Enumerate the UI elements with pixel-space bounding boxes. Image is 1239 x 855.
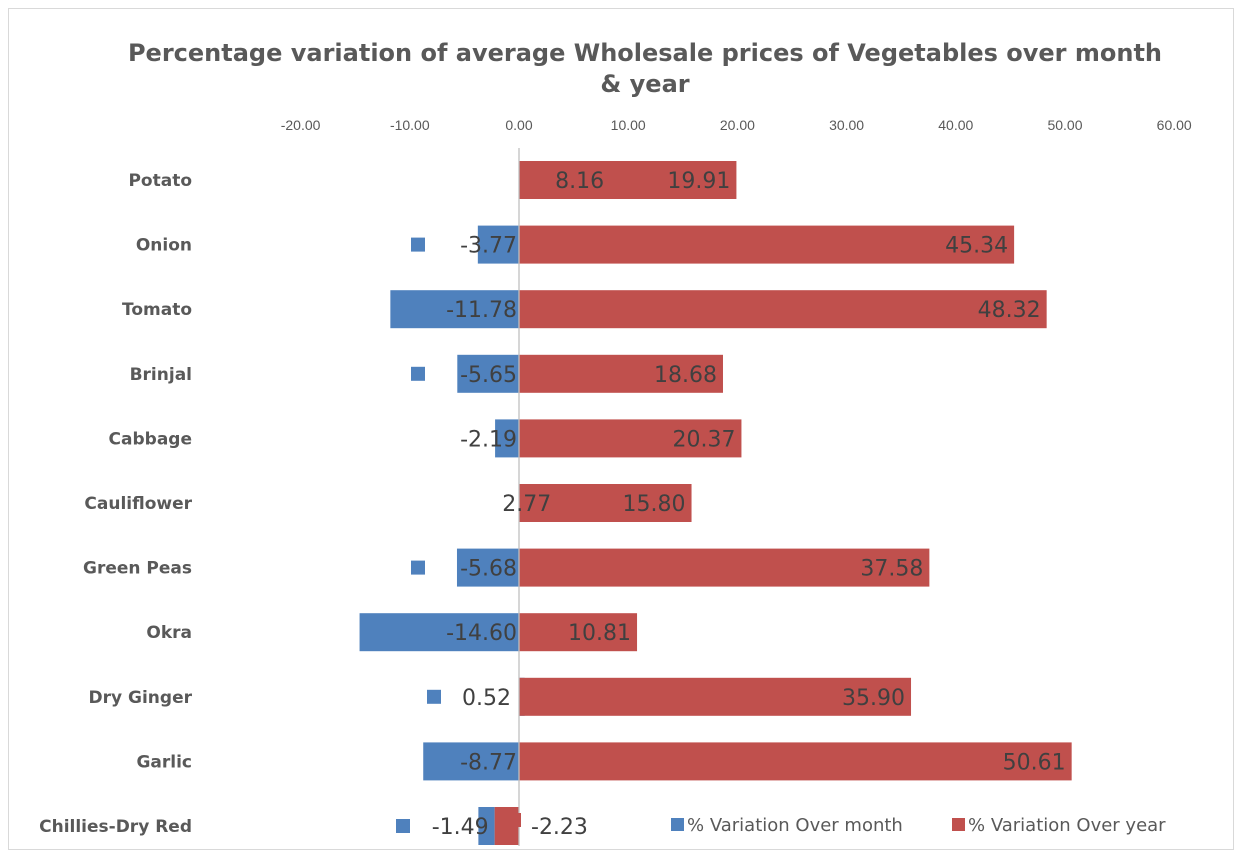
legend-swatch <box>671 818 684 831</box>
month-bar <box>495 419 519 458</box>
year-data-label: 20.37 <box>672 427 735 452</box>
x-tick-label: 40.00 <box>938 117 973 133</box>
month-data-label: 0.52 <box>462 686 511 711</box>
year-data-label: 37.58 <box>860 557 923 582</box>
category-label: Onion <box>136 236 192 256</box>
x-tick-label: 50.00 <box>1047 117 1082 133</box>
category-labels: Potato Onion Tomato Brinjal Cabbage Cauliflow… <box>39 171 193 837</box>
year-bar <box>519 225 1015 264</box>
x-tick-label: -20.00 <box>281 117 321 133</box>
year-bar <box>519 290 1047 329</box>
category-label: Okra <box>146 623 192 643</box>
year-data-label: 10.81 <box>568 621 631 646</box>
month-data-label: -5.65 <box>460 363 517 388</box>
year-bar <box>519 677 912 716</box>
year-bar <box>519 161 737 199</box>
label-key-square <box>427 689 441 704</box>
year-data-label: 15.80 <box>623 492 686 517</box>
year-bar <box>519 419 742 458</box>
year-data-label: -2.23 <box>531 815 588 840</box>
label-key-square <box>507 813 521 827</box>
month-data-label: -14.60 <box>446 621 517 646</box>
year-data-label: 48.32 <box>978 298 1041 323</box>
year-data-label: 35.90 <box>842 686 905 711</box>
x-tick-label: 20.00 <box>720 117 755 133</box>
month-data-label: -8.77 <box>460 750 517 775</box>
label-key-square <box>411 237 425 252</box>
category-label: Cabbage <box>109 429 192 449</box>
month-bar <box>456 548 519 587</box>
data-labels: 8.16 19.91 -3.77 45.34 -11.78 48.32 -5.65 18.68… <box>396 169 1066 840</box>
category-label: Green Peas <box>83 559 192 579</box>
legend-label[interactable]: % Variation Over month <box>687 815 903 836</box>
month-bar <box>423 742 519 781</box>
month-data-label: 2.77 <box>502 492 551 517</box>
month-bar <box>390 290 519 329</box>
month-data-label: 8.16 <box>555 169 604 194</box>
category-label: Brinjal <box>130 365 192 385</box>
month-bar <box>478 807 495 845</box>
category-label: Chillies-Dry Red <box>39 817 192 837</box>
chart-title: Percentage variation of average Wholesal… <box>127 39 1163 98</box>
year-data-label: 19.91 <box>667 169 730 194</box>
legend-label[interactable]: % Variation Over year <box>968 815 1166 836</box>
category-label: Tomato <box>122 300 192 320</box>
category-label: Dry Ginger <box>89 688 193 708</box>
month-data-label: -5.68 <box>460 557 517 582</box>
x-tick-label: 10.00 <box>611 117 646 133</box>
legend-swatch <box>952 818 965 831</box>
year-bar <box>519 354 723 393</box>
year-bar <box>519 613 638 652</box>
year-data-label: 50.61 <box>1003 750 1066 775</box>
legend[interactable]: % Variation Over month % Variation Over y… <box>671 815 1166 836</box>
x-tick-label: 30.00 <box>829 117 864 133</box>
month-data-label: -1.49 <box>432 815 489 840</box>
x-tick-label: -10.00 <box>390 117 430 133</box>
x-tick-label: 0.00 <box>505 117 532 133</box>
category-label: Garlic <box>136 752 192 772</box>
year-variation-bars <box>494 161 1072 845</box>
x-axis-tick-labels: -20.00 -10.00 0.00 10.00 20.00 30.00 40.00 50.0… <box>281 117 1192 133</box>
year-bar <box>519 548 930 587</box>
label-key-square <box>396 819 410 833</box>
month-bar <box>477 225 519 264</box>
label-key-square <box>411 560 425 575</box>
year-bar <box>519 742 1072 781</box>
month-data-label: -11.78 <box>446 298 517 323</box>
month-bar <box>359 613 519 652</box>
month-bar <box>457 354 519 393</box>
category-label: Potato <box>128 171 192 191</box>
month-data-label: -3.77 <box>460 234 517 259</box>
x-tick-label: 60.00 <box>1157 117 1192 133</box>
category-label: Cauliflower <box>84 494 192 514</box>
year-bar <box>519 484 692 522</box>
month-data-label: -2.19 <box>460 427 517 452</box>
label-key-square <box>411 366 425 381</box>
year-data-label: 18.68 <box>654 363 717 388</box>
year-data-label: 45.34 <box>945 234 1008 259</box>
